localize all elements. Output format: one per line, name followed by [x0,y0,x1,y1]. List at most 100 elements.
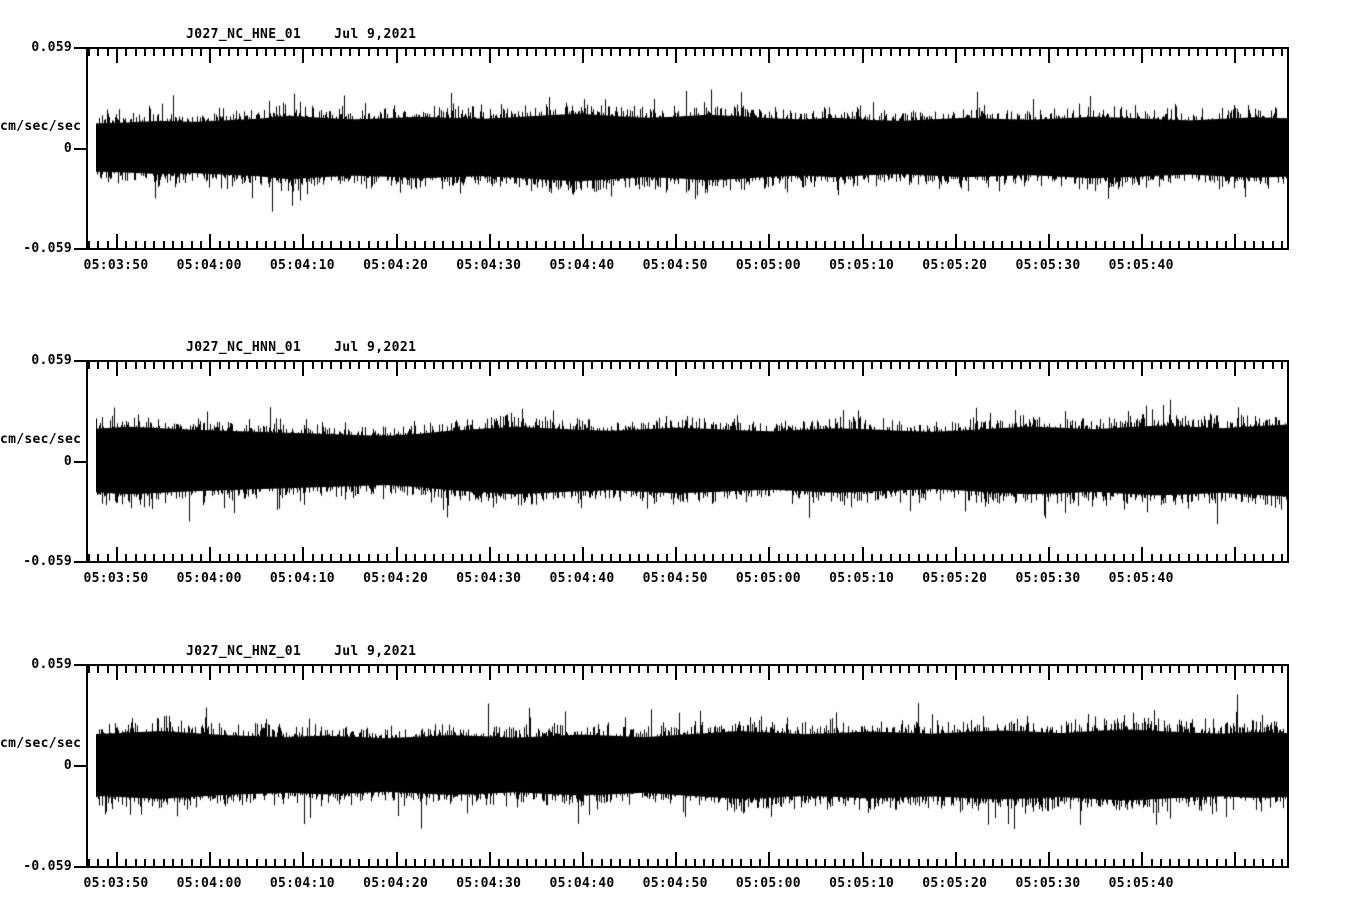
x-major-tick-top [1141,362,1143,376]
x-minor-tick-bottom [135,859,137,866]
x-minor-tick-bottom [1113,554,1115,561]
x-minor-tick-top [899,49,901,56]
x-minor-tick-top [908,49,910,56]
x-major-tick-top [396,666,398,680]
x-minor-tick-top [498,49,500,56]
x-minor-tick-top [973,666,975,673]
x-minor-tick-bottom [824,241,826,248]
x-major-tick-bottom [862,852,864,866]
x-minor-tick-bottom [1039,241,1041,248]
x-minor-tick-bottom [899,859,901,866]
x-minor-tick-top [759,362,761,369]
x-minor-tick-bottom [945,554,947,561]
plot-frame [86,360,1289,563]
x-minor-tick-top [712,666,714,673]
x-minor-tick-bottom [629,859,631,866]
x-minor-tick-top [1206,666,1208,673]
x-minor-tick-bottom [1272,554,1274,561]
x-minor-tick-top [414,666,416,673]
x-minor-tick-top [405,362,407,369]
x-minor-tick-top [181,362,183,369]
x-minor-tick-top [750,362,752,369]
x-minor-tick-bottom [1160,241,1162,248]
x-minor-tick-top [358,49,360,56]
x-minor-tick-bottom [834,241,836,248]
x-minor-tick-top [666,49,668,56]
x-minor-tick-bottom [983,859,985,866]
x-minor-tick-bottom [498,554,500,561]
x-minor-tick-top [424,666,426,673]
x-major-tick-top [116,362,118,376]
x-major-tick-top [489,362,491,376]
x-minor-tick-bottom [824,554,826,561]
x-minor-tick-bottom [871,859,873,866]
x-minor-tick-top [470,49,472,56]
x-minor-tick-bottom [107,554,109,561]
x-minor-tick-top [731,362,733,369]
x-minor-tick-top [610,362,612,369]
x-minor-tick-bottom [573,859,575,866]
x-minor-tick-bottom [246,554,248,561]
x-axis-tick-label: 05:05:40 [1108,571,1174,586]
x-minor-tick-top [377,49,379,56]
x-minor-tick-top [200,49,202,56]
x-axis-tick-label: 05:04:20 [363,571,429,586]
x-minor-tick-bottom [1057,859,1059,866]
x-axis-tick-label: 05:05:00 [735,876,801,891]
x-minor-tick-bottom [1225,859,1227,866]
x-minor-tick-bottom [97,554,99,561]
x-minor-tick-bottom [246,241,248,248]
x-minor-tick-bottom [219,241,221,248]
x-minor-tick-top [228,666,230,673]
x-minor-tick-bottom [1029,241,1031,248]
x-minor-tick-bottom [330,554,332,561]
panel-title: J027_NC_HNE_01 Jul 9,2021 [186,27,417,42]
x-minor-tick-top [619,362,621,369]
x-axis-tick-label: 05:04:00 [176,876,242,891]
x-minor-tick-bottom [1132,241,1134,248]
x-major-tick-bottom [1048,852,1050,866]
x-major-tick-bottom [489,547,491,561]
x-major-tick-top [862,362,864,376]
x-minor-tick-top [685,362,687,369]
x-axis-tick-label: 05:04:10 [269,571,335,586]
x-minor-tick-top [349,362,351,369]
x-minor-tick-top [852,49,854,56]
x-minor-tick-bottom [507,859,509,866]
x-minor-tick-top [293,49,295,56]
x-minor-tick-bottom [983,554,985,561]
x-minor-tick-top [806,362,808,369]
x-minor-tick-top [526,666,528,673]
x-minor-tick-top [1085,666,1087,673]
x-minor-tick-bottom [507,241,509,248]
x-minor-tick-bottom [246,859,248,866]
x-minor-tick-bottom [377,554,379,561]
x-major-tick-bottom [116,852,118,866]
x-minor-tick-bottom [1123,554,1125,561]
x-minor-tick-top [666,362,668,369]
x-minor-tick-bottom [1001,859,1003,866]
x-major-tick-top [955,49,957,63]
x-minor-tick-bottom [368,554,370,561]
x-major-tick-bottom [768,234,770,248]
x-minor-tick-bottom [545,554,547,561]
x-minor-tick-top [657,49,659,56]
x-minor-tick-top [778,666,780,673]
x-minor-tick-bottom [1104,859,1106,866]
x-minor-tick-top [479,666,481,673]
x-major-tick-top [582,49,584,63]
x-minor-tick-bottom [1039,554,1041,561]
x-minor-tick-bottom [1085,859,1087,866]
x-major-tick-top [489,49,491,63]
x-minor-tick-top [1160,362,1162,369]
x-minor-tick-top [88,666,90,673]
x-minor-tick-bottom [1011,241,1013,248]
x-major-tick-top [768,666,770,680]
x-minor-tick-top [479,49,481,56]
x-minor-tick-top [899,666,901,673]
x-minor-tick-top [1151,362,1153,369]
x-minor-tick-top [787,49,789,56]
x-minor-tick-bottom [274,241,276,248]
x-minor-tick-bottom [554,554,556,561]
x-minor-tick-top [1029,362,1031,369]
